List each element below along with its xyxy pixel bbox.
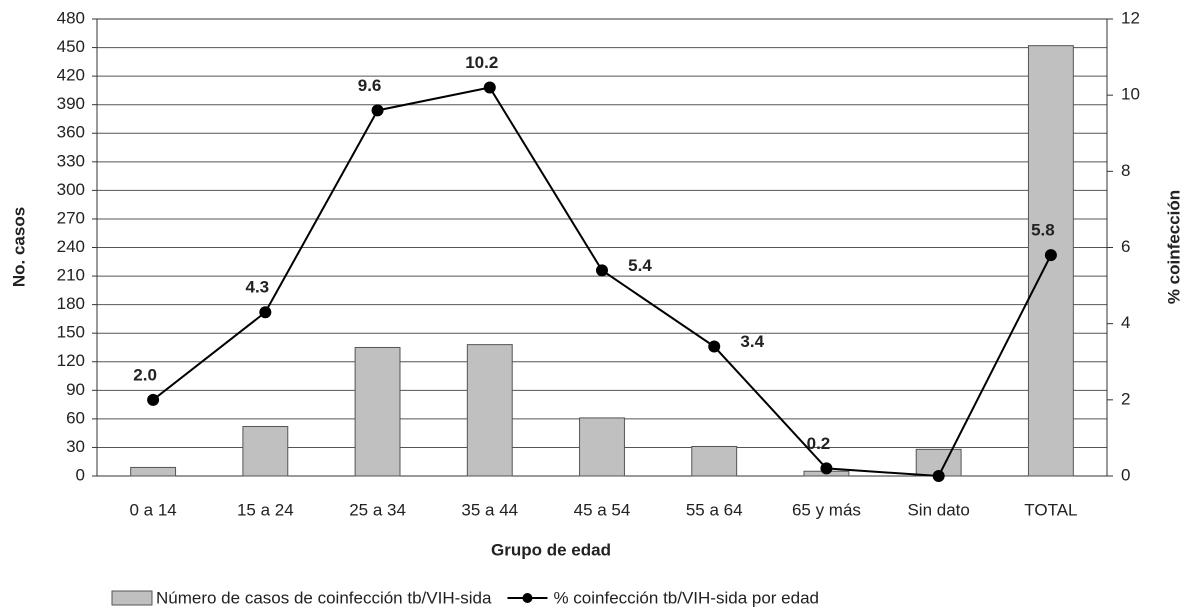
y-tick-label: 420 (57, 66, 85, 85)
y2-tick-label: 12 (1121, 8, 1140, 27)
data-label: 4.3 (246, 278, 270, 297)
x-tick-label: 35 a 44 (461, 500, 518, 519)
data-label: 5.4 (628, 256, 652, 275)
y-tick-label: 120 (57, 351, 85, 370)
y2-tick-label: 4 (1121, 313, 1130, 332)
y-tick-label: 150 (57, 323, 85, 342)
y-tick-label: 270 (57, 208, 85, 227)
y-tick-label: 0 (76, 465, 85, 484)
bar (466, 344, 513, 477)
data-label: 3.4 (740, 332, 764, 351)
legend-label: % coinfección tb/VIH-sida por edad (553, 588, 819, 607)
legend-label: Número de casos de coinfección tb/VIH-si… (156, 588, 492, 607)
marker (259, 306, 272, 319)
y2-tick-label: 8 (1121, 161, 1130, 180)
marker (820, 462, 833, 475)
data-label: 0.2 (807, 434, 831, 453)
y-tick-label: 180 (57, 294, 85, 313)
bar (130, 466, 177, 477)
bar (242, 425, 289, 477)
y2-tick-label: 2 (1121, 389, 1130, 408)
y-axis-title: No. casos (9, 207, 28, 287)
x-tick-label: Sin dato (907, 500, 969, 519)
y-tick-label: 360 (57, 123, 85, 142)
y-tick-label: 480 (57, 8, 85, 27)
data-label: 2.0 (133, 365, 157, 384)
bar (354, 346, 401, 477)
x-tick-label: 25 a 34 (349, 500, 406, 519)
marker (371, 104, 384, 117)
legend-swatch (111, 590, 153, 606)
y-tick-label: 240 (57, 237, 85, 256)
marker (483, 81, 496, 94)
marker (932, 470, 945, 482)
y-tick-label: 60 (66, 408, 85, 427)
x-tick-label: 15 a 24 (237, 500, 294, 519)
legend-marker (522, 593, 533, 603)
data-label: 5.8 (1031, 221, 1055, 240)
y-tick-label: 30 (66, 437, 85, 456)
y2-tick-label: 10 (1121, 85, 1140, 104)
bar (579, 417, 625, 477)
x-tick-label: 0 a 14 (129, 500, 176, 519)
marker (596, 264, 608, 277)
y2-tick-label: 0 (1121, 465, 1130, 484)
y-tick-label: 300 (57, 180, 85, 199)
x-axis-title: Grupo de edad (491, 540, 611, 559)
x-tick-label: 45 a 54 (574, 500, 631, 519)
y-tick-label: 90 (66, 380, 85, 399)
y-tick-label: 390 (57, 94, 85, 113)
x-tick-label: 65 y más (792, 500, 861, 519)
data-label: 10.2 (465, 53, 498, 72)
y-tick-label: 450 (57, 37, 85, 56)
bar (691, 445, 738, 477)
data-label: 9.6 (358, 76, 382, 95)
y2-tick-label: 6 (1121, 237, 1130, 256)
y-tick-label: 210 (57, 266, 85, 285)
marker (1044, 249, 1057, 262)
y2-axis-title: % coinfección (1164, 190, 1183, 304)
marker (147, 393, 160, 406)
marker (708, 340, 721, 353)
x-tick-label: 55 a 64 (686, 500, 743, 519)
x-tick-label: TOTAL (1024, 500, 1077, 519)
y-tick-label: 330 (57, 151, 85, 170)
